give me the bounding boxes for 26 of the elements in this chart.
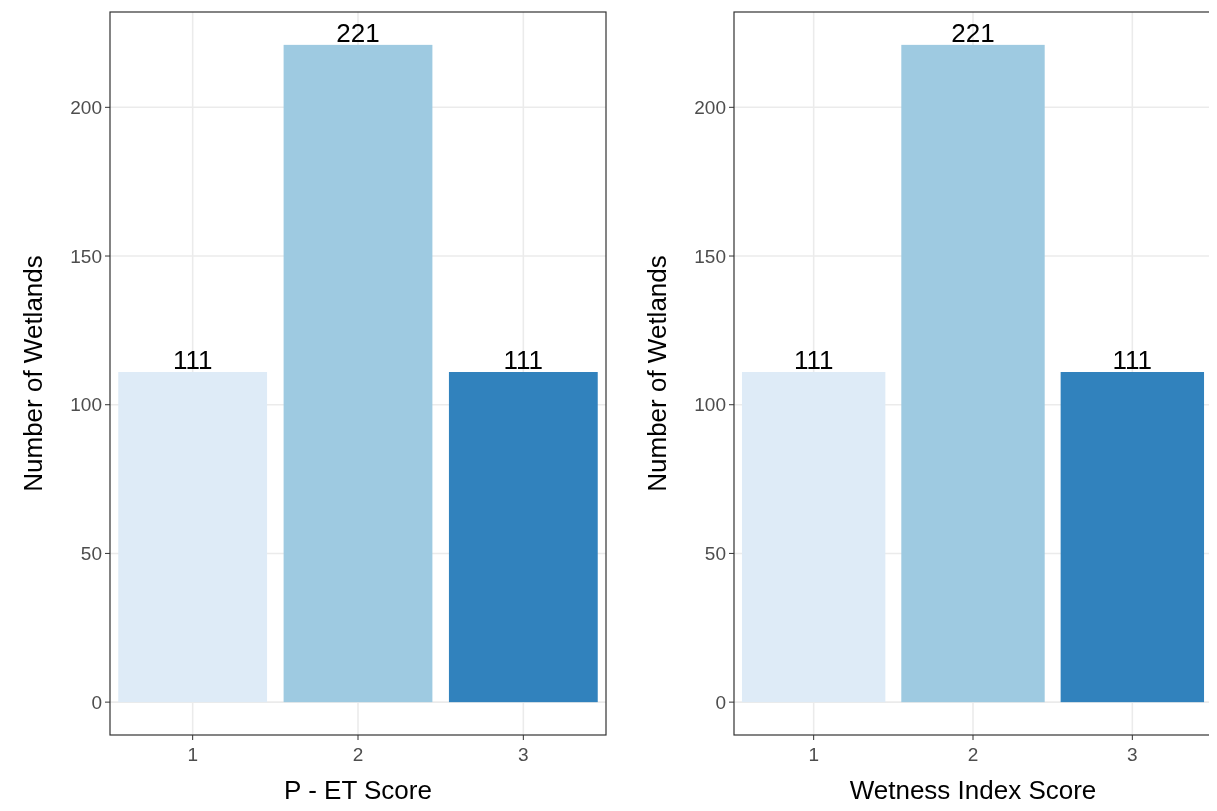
y-tick-label: 100	[70, 394, 102, 416]
x-axis-title: P - ET Score	[284, 775, 432, 805]
y-tick-label: 100	[694, 394, 726, 416]
y-tick-label: 50	[704, 543, 726, 565]
x-tick-label: 1	[808, 744, 819, 765]
y-tick-label: 200	[694, 96, 726, 118]
y-tick-label: 0	[91, 691, 102, 713]
y-tick-label: 150	[694, 245, 726, 267]
y-tick-label: 200	[70, 96, 102, 118]
x-tick-label: 1	[187, 744, 198, 765]
y-axis-title: Number of Wetlands	[18, 255, 48, 492]
data-label: 221	[951, 17, 995, 48]
data-label: 111	[503, 345, 544, 376]
y-axis-title: Number of Wetlands	[642, 255, 672, 492]
data-label: 111	[1112, 345, 1153, 376]
y-tick-label: 50	[80, 543, 102, 565]
data-label: 111	[793, 345, 834, 376]
y-tick-label: 150	[70, 245, 102, 267]
x-tick-label: 2	[352, 744, 364, 765]
x-axis-title: Wetness Index Score	[849, 775, 1097, 805]
y-tick-label: 0	[715, 691, 726, 713]
x-tick-label: 3	[518, 744, 529, 765]
x-tick-label: 2	[967, 744, 979, 765]
data-label: 111	[172, 345, 213, 376]
data-label: 221	[336, 17, 380, 48]
x-tick-label: 3	[1127, 744, 1138, 765]
